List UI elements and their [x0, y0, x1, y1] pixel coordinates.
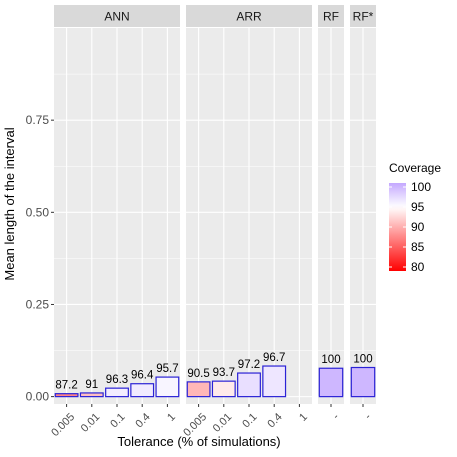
facet-strip [54, 5, 180, 27]
y-tick-label: 0.00 [26, 390, 50, 404]
facet-ann: ANN 87.2 0.005 91 0.01 96.3 0.1 96.4 0.4 95.7 1 [49, 5, 180, 439]
legend-title: Coverage [389, 161, 441, 175]
bar-data-label: 100 [321, 354, 340, 366]
bar [211, 380, 236, 398]
x-tick-label: 0.4 [265, 411, 284, 430]
x-tick-label: 0.005 [49, 411, 77, 439]
y-tick-label: 0.50 [26, 205, 50, 219]
legend-tick-label: 80 [411, 260, 425, 274]
bar-data-label: 87.2 [55, 380, 77, 392]
y-axis-title: Mean length of the interval [2, 127, 17, 280]
bar-data-label: 90.5 [187, 368, 209, 380]
x-tick-label: 0.1 [240, 411, 259, 430]
facet-strip-label: RF [323, 10, 339, 24]
legend-color-bar [389, 183, 406, 271]
bar-data-label: 96.3 [106, 374, 128, 386]
x-tick-label: 1 [165, 411, 178, 424]
facet-panels: ANN 87.2 0.005 91 0.01 96.3 0.1 96.4 0.4 95.7 1 ARR… [49, 5, 376, 439]
x-tick-label: 1 [297, 411, 310, 424]
facet-strip-label: ARR [236, 10, 262, 24]
x-tick-label: 0.1 [108, 411, 127, 430]
x-tick-label: 0.4 [133, 411, 152, 430]
bar-data-label: 93.7 [213, 367, 235, 379]
legend-tick-label: 95 [411, 200, 425, 214]
x-axis-title: Tolerance (% of simulations) [117, 434, 280, 449]
bar [130, 383, 155, 398]
legend-tick-label: 85 [411, 240, 425, 254]
bar [186, 381, 211, 398]
facet-rf: RF 100 - [318, 5, 344, 422]
bar [79, 392, 104, 398]
x-tick-label: 0.01 [79, 411, 103, 435]
bar [155, 376, 180, 398]
y-tick-label: 0.75 [26, 113, 50, 127]
bar [262, 365, 287, 398]
y-tick-label: 0.25 [26, 297, 50, 311]
bar [237, 372, 261, 398]
legend-tick-label: 90 [411, 220, 425, 234]
bar [54, 393, 79, 398]
facet-strip [318, 5, 344, 27]
y-axis: 0.00 0.25 0.50 0.75 [26, 113, 54, 404]
bar-data-label: 100 [353, 354, 372, 366]
x-tick-label: 0.01 [211, 411, 235, 435]
legend-tick-label: 100 [411, 180, 431, 194]
bar-data-label: 91 [85, 379, 98, 391]
bar [350, 366, 376, 398]
x-tick-label: - [362, 411, 373, 422]
coverage-legend: Coverage 100 95 90 85 80 [389, 161, 441, 274]
x-tick-label: - [330, 411, 341, 422]
facet-strip [186, 5, 312, 27]
facet-rf-star: RF* 100 - [350, 5, 376, 422]
facet-strip [350, 5, 376, 27]
bar-data-label: 96.4 [131, 370, 154, 382]
facet-strip-label: RF* [353, 10, 374, 24]
bar-data-label: 96.7 [263, 352, 285, 364]
bar [318, 367, 344, 398]
bar-data-label: 97.2 [238, 359, 260, 371]
bar-data-label: 95.7 [156, 363, 178, 375]
bar [105, 387, 129, 398]
facet-strip-label: ANN [104, 10, 129, 24]
